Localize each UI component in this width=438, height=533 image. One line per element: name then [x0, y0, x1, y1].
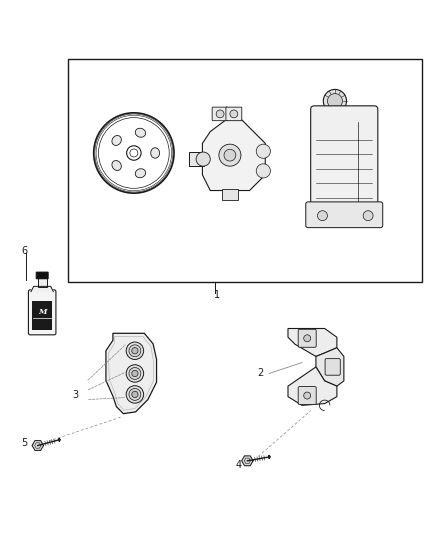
Circle shape	[230, 110, 238, 118]
Polygon shape	[288, 367, 337, 405]
Circle shape	[129, 345, 141, 357]
FancyBboxPatch shape	[36, 272, 48, 279]
FancyBboxPatch shape	[298, 329, 316, 348]
Polygon shape	[58, 438, 60, 441]
Circle shape	[132, 391, 138, 398]
Circle shape	[323, 90, 346, 112]
FancyBboxPatch shape	[311, 106, 378, 211]
Circle shape	[129, 389, 141, 400]
FancyBboxPatch shape	[32, 301, 53, 329]
Polygon shape	[288, 328, 337, 357]
Text: M: M	[38, 308, 46, 316]
Ellipse shape	[112, 160, 121, 171]
Polygon shape	[106, 333, 156, 414]
Circle shape	[216, 110, 224, 118]
Circle shape	[129, 368, 141, 379]
Polygon shape	[32, 441, 43, 450]
Bar	[222, 189, 238, 200]
Polygon shape	[242, 456, 253, 466]
Text: 6: 6	[21, 246, 28, 256]
Ellipse shape	[135, 128, 145, 137]
Bar	[189, 152, 205, 166]
Circle shape	[256, 164, 270, 178]
Text: 3: 3	[72, 390, 78, 400]
Circle shape	[132, 370, 138, 377]
FancyBboxPatch shape	[298, 386, 316, 405]
Polygon shape	[316, 348, 344, 386]
FancyBboxPatch shape	[212, 107, 228, 120]
Ellipse shape	[112, 135, 121, 146]
FancyBboxPatch shape	[226, 107, 242, 120]
Circle shape	[328, 94, 343, 109]
Circle shape	[126, 342, 144, 359]
Circle shape	[219, 144, 241, 166]
Polygon shape	[31, 286, 53, 292]
Ellipse shape	[151, 148, 159, 158]
Circle shape	[126, 386, 144, 403]
Circle shape	[304, 392, 311, 399]
Circle shape	[224, 149, 236, 161]
Circle shape	[126, 365, 144, 382]
Text: 1: 1	[214, 290, 220, 300]
Circle shape	[304, 335, 311, 342]
Text: 4: 4	[236, 460, 242, 470]
FancyBboxPatch shape	[306, 202, 383, 228]
Text: 2: 2	[258, 368, 264, 378]
Circle shape	[256, 144, 270, 158]
Circle shape	[318, 211, 328, 221]
Bar	[38, 278, 46, 287]
Polygon shape	[268, 455, 270, 459]
Circle shape	[363, 211, 373, 221]
Ellipse shape	[135, 169, 145, 177]
Circle shape	[196, 152, 210, 166]
Bar	[68, 59, 422, 282]
FancyBboxPatch shape	[325, 359, 340, 375]
FancyBboxPatch shape	[28, 290, 56, 335]
Circle shape	[132, 348, 138, 354]
Text: 5: 5	[21, 438, 28, 448]
Polygon shape	[202, 120, 265, 190]
